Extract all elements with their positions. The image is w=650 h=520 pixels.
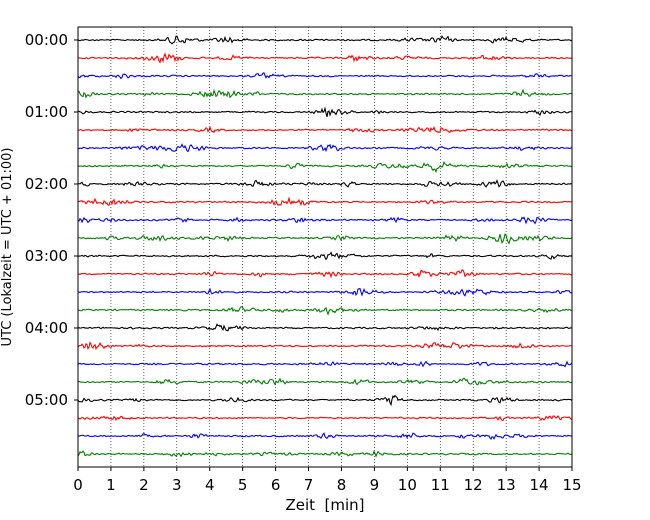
y-tick-label: 05:00: [25, 391, 68, 409]
trace-line: [77, 72, 573, 80]
x-tick-label: 8: [337, 476, 347, 494]
trace-line: [77, 377, 573, 386]
trace-line: [77, 143, 573, 153]
x-tick-label: 11: [431, 476, 450, 494]
trace-line: [77, 415, 573, 422]
x-tick-label: 3: [172, 476, 182, 494]
plot-frame: [77, 26, 573, 468]
x-grid: [110, 27, 540, 467]
trace-line: [77, 216, 573, 225]
x-tick-label: 7: [304, 476, 314, 494]
trace-line: [77, 432, 573, 441]
trace-line: [77, 52, 573, 64]
x-tick-label: 1: [106, 476, 116, 494]
y-tick-label: 03:00: [25, 247, 68, 265]
x-tick-label: 5: [238, 476, 248, 494]
x-tick-label: 0: [73, 476, 83, 494]
trace-line: [77, 323, 573, 332]
trace-lines: [77, 35, 573, 458]
y-tick-label: 02:00: [25, 175, 68, 193]
x-tick-label: 2: [139, 476, 149, 494]
y-tick-label: 01:00: [25, 103, 68, 121]
trace-line: [77, 125, 573, 134]
trace-line: [77, 233, 573, 245]
trace-line: [77, 394, 573, 407]
y-tick-label: 00:00: [25, 31, 68, 49]
x-tick-label: 10: [398, 476, 417, 494]
trace-line: [77, 196, 573, 207]
trace-line: [77, 305, 573, 316]
x-tick-label: 12: [464, 476, 483, 494]
trace-line: [77, 450, 573, 458]
trace-line: [77, 35, 573, 45]
trace-line: [77, 360, 573, 368]
trace-line: [77, 88, 573, 99]
x-tick-label: 13: [497, 476, 516, 494]
trace-line: [77, 160, 573, 174]
y-tick-label: 04:00: [25, 319, 68, 337]
x-axis-ticks: 0 1 2 3 4 5 6 7 8 9 10 11 12 13 14 15: [73, 467, 582, 494]
trace-line: [77, 251, 573, 261]
x-axis-label: Zeit [min]: [285, 496, 364, 514]
x-tick-label: 4: [205, 476, 215, 494]
trace-line: [77, 287, 573, 297]
trace-line: [77, 269, 573, 279]
y-axis-ticks: 00:00 01:00 02:00 03:00 04:00 05:00: [25, 31, 78, 409]
y-axis-label: UTC (Lokalzeit = UTC + 01:00): [0, 148, 15, 347]
x-tick-label: 14: [530, 476, 549, 494]
x-tick-label: 15: [562, 476, 581, 494]
trace-line: [77, 106, 572, 118]
x-tick-label: 9: [370, 476, 380, 494]
x-tick-label: 6: [271, 476, 281, 494]
trace-line: [77, 179, 573, 188]
trace-line: [77, 340, 573, 351]
